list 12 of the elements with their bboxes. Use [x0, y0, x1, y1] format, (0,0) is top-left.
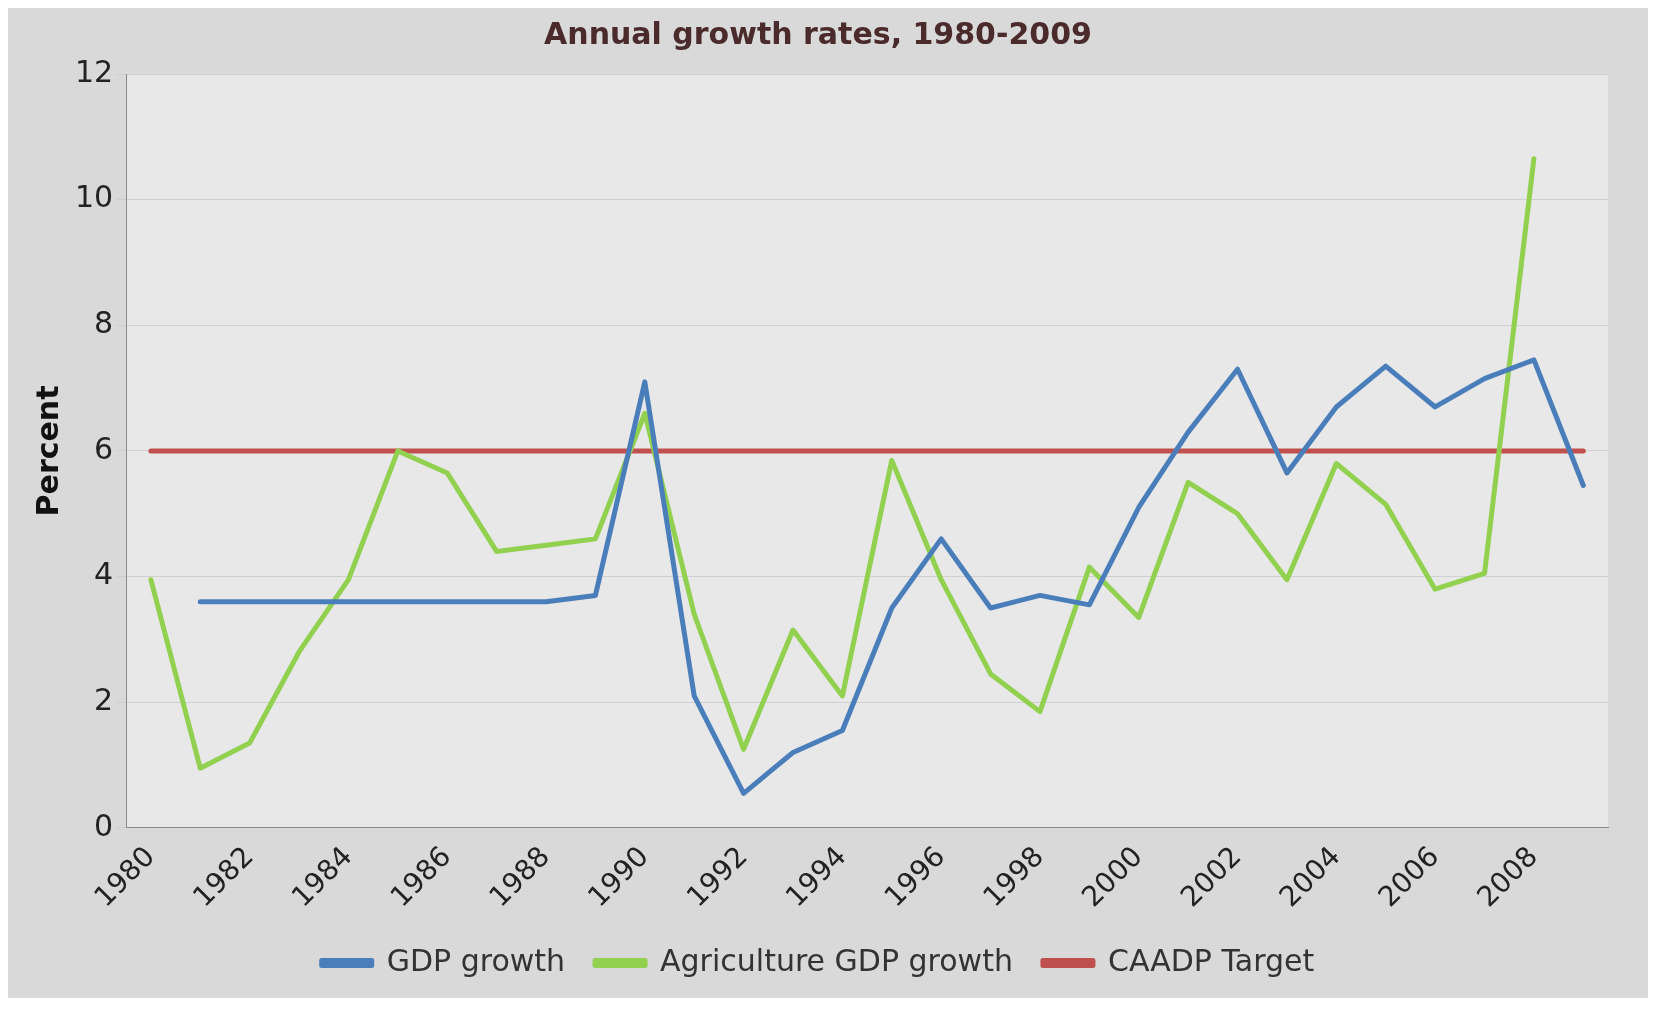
y-tick-label: 4 [94, 556, 114, 592]
y-tick-label: 12 [74, 53, 114, 89]
chart-title: Annual growth rates, 1980-2009 [544, 15, 1092, 51]
legend-label: GDP growth [386, 942, 566, 978]
legend-label: CAADP Target [1107, 942, 1315, 978]
legend-label: Agriculture GDP growth [660, 942, 1013, 978]
y-axis-title: Percent [29, 385, 65, 517]
y-tick-label: 10 [74, 179, 114, 215]
y-tick-label: 2 [94, 682, 114, 718]
y-tick-label: 8 [94, 305, 114, 341]
y-tick-label: 6 [94, 430, 114, 466]
y-tick-label: 0 [94, 807, 114, 843]
